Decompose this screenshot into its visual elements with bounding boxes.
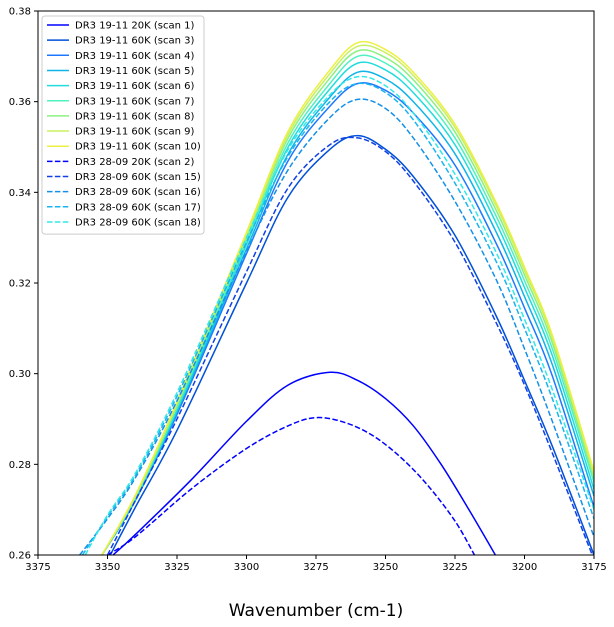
series-line-4 bbox=[101, 70, 594, 555]
y-tick-label: 0.32 bbox=[9, 279, 31, 290]
legend-label: DR3 19-11 60K (scan 7) bbox=[75, 96, 195, 107]
x-tick-label: 3175 bbox=[581, 562, 606, 573]
x-tick-label: 3225 bbox=[442, 562, 467, 573]
legend-label: DR3 28-09 60K (scan 16) bbox=[75, 187, 201, 198]
y-tick-label: 0.28 bbox=[9, 460, 31, 471]
series-line-13 bbox=[81, 82, 594, 555]
legend-label: DR3 19-11 60K (scan 4) bbox=[75, 51, 195, 62]
x-axis-label: Wavenumber (cm-1) bbox=[229, 601, 404, 621]
series-lines bbox=[79, 40, 594, 555]
legend-label: DR3 19-11 60K (scan 5) bbox=[75, 66, 195, 77]
series-line-5 bbox=[101, 61, 594, 555]
x-tick-label: 3375 bbox=[25, 562, 50, 573]
series-line-10 bbox=[107, 416, 476, 555]
x-tick-label: 3200 bbox=[512, 562, 537, 573]
series-line-9 bbox=[101, 40, 594, 555]
y-tick-label: 0.38 bbox=[9, 7, 31, 18]
legend-label: DR3 19-11 60K (scan 3) bbox=[75, 36, 195, 47]
y-tick-label: 0.26 bbox=[9, 551, 31, 562]
legend-label: DR3 28-09 60K (scan 17) bbox=[75, 202, 201, 213]
x-axis: 3375 3350 3325 3300 3275 3250 3225 3200 3175 bbox=[25, 555, 607, 573]
legend-label: DR3 19-11 60K (scan 10) bbox=[75, 142, 201, 153]
y-tick-label: 0.30 bbox=[9, 369, 31, 380]
legend-label: DR3 19-11 60K (scan 8) bbox=[75, 111, 195, 122]
x-tick-label: 3350 bbox=[95, 562, 120, 573]
legend-label: DR3 28-09 20K (scan 2) bbox=[75, 157, 195, 168]
x-tick-label: 3300 bbox=[234, 562, 259, 573]
x-tick-label: 3275 bbox=[303, 562, 328, 573]
series-line-2 bbox=[109, 134, 594, 555]
series-line-6 bbox=[101, 54, 594, 555]
x-tick-label: 3325 bbox=[164, 562, 189, 573]
y-tick-label: 0.36 bbox=[9, 97, 31, 108]
y-tick-label: 0.34 bbox=[9, 188, 31, 199]
legend-label: DR3 19-11 20K (scan 1) bbox=[75, 21, 195, 32]
legend: DR3 19-11 20K (scan 1) DR3 19-11 60K (sca… bbox=[41, 15, 205, 235]
series-line-1 bbox=[112, 371, 497, 555]
x-tick-label: 3250 bbox=[373, 562, 398, 573]
legend-label: DR3 19-11 60K (scan 9) bbox=[75, 127, 195, 138]
legend-label: DR3 28-09 60K (scan 15) bbox=[75, 172, 201, 183]
legend-label: DR3 28-09 60K (scan 18) bbox=[75, 217, 201, 228]
series-line-14 bbox=[84, 75, 594, 555]
series-line-12 bbox=[79, 98, 594, 555]
legend-box bbox=[41, 15, 205, 235]
series-line-11 bbox=[106, 136, 594, 555]
y-axis: 0.26 0.28 0.30 0.32 0.34 0.36 0.38 bbox=[9, 7, 38, 562]
legend-label: DR3 19-11 60K (scan 6) bbox=[75, 81, 195, 92]
